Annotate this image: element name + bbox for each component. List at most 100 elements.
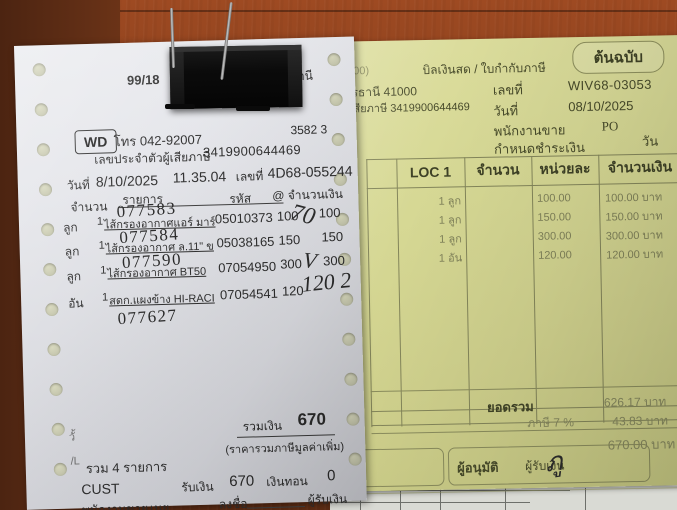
yellow-carbon-invoice: น (00000) ง จ.อุดรธานี 41000 จำตัวผู้เสี… [317,35,677,496]
receipt-item-unit: ลูก [66,269,82,284]
receipt-received-label: รับเงิน [181,479,214,495]
original-copy-badge: ต้นฉบับ [572,40,665,75]
receipt-docno-value: 4D68-055244 [267,162,353,181]
receipt-taxid-value: 3419900644469 [202,142,302,160]
invoice-date-label: วันที่ [493,103,519,119]
receipt-receiver-label: ผู้รับเงิน [307,491,348,507]
invoice-row-unitprice: 300.00 [537,229,572,243]
invoice-row-amount: 100.00 บาท [604,190,663,205]
receipt-item-unit: ลูก [64,244,80,259]
clip-right-fold [287,44,303,108]
receipt-item-count: รวม 4 รายการ [85,458,168,477]
receipt-header-partial-right-2: 3582 3 [290,122,328,138]
receipt-col-code: รหัส [229,191,252,207]
receipt-item-amount: 150 [321,228,344,245]
invoice-subtotal-value: 626.17 บาท [603,394,667,410]
invoice-approver-label: ผู้อนุมัติ [457,459,499,476]
receipt-total-value: 670 [297,409,327,430]
sprocket-hole [342,332,356,346]
receipt-item-amount: 100 [318,204,341,221]
sprocket-hole [329,92,343,107]
sprocket-hole [38,182,53,197]
sprocket-hole [346,412,360,426]
receipt-item-price: 150 [278,232,301,248]
receipt-ink-scrawl: 120 2 [300,267,353,297]
receipt-item-amount: 300 [322,252,346,269]
sprocket-hole [36,143,51,157]
invoice-row-qty: 1 ลูก [439,232,462,246]
invoice-row-amount: 300.00 บาท [605,228,664,243]
receipt-received-value: 670 [229,472,255,491]
invoice-salesman-value: PO [601,118,619,134]
receipt-margin-mark: /L [70,455,80,468]
sprocket-hole [43,262,57,277]
invoice-date-value: 08/10/2025 [568,98,634,115]
clip-foot-right [236,106,270,111]
receipt-change-label: เงินทอน [266,473,308,490]
invoice-row-unitprice: 150.00 [537,210,572,224]
invoice-docno-label: เลขที่ [492,82,523,98]
sprocket-hole [45,302,59,317]
receipt-item-code: 07054950 [218,258,277,276]
receipt-item-qty: 1 [100,264,107,277]
sprocket-hole [53,462,68,477]
invoice-terms-unit: วัน [641,133,659,149]
receipt-change-value: 0 [326,467,336,485]
invoice-col-qty: จำนวน [476,161,520,179]
receipt-col-qty: จำนวน [70,199,108,215]
invoice-row-qty: 1 ลูก [438,213,462,227]
receipt-total-label: รวมเงิน [242,418,283,434]
receipt-ink-scrawl: 70 [288,199,318,231]
receipt-date-label: วันที่ [66,177,90,193]
receipt-margin-mark: วั้ [68,431,76,444]
sprocket-hole [47,342,61,357]
receipt-item-price: 120 [281,283,304,299]
sprocket-hole [40,222,55,237]
invoice-row-qty: 1 ลูก [438,194,462,208]
invoice-row-unitprice: 100.00 [536,191,571,205]
sprocket-hole [340,292,354,306]
receipt-customer-label: CUST [81,480,120,498]
sprocket-hole [49,382,63,397]
invoice-row-unitprice: 120.00 [538,248,572,262]
receipt-time-value: 11.35.04 [172,168,227,186]
receipt-date-value: 8/10/2025 [95,172,159,190]
receipt-item-code: 05038165 [216,233,275,251]
receipt-handwritten-code: 077627 [117,305,179,329]
sprocket-hole [51,422,65,437]
clip-top-edge [169,44,302,53]
sprocket-hole [331,132,345,147]
clip-foot-left [165,104,195,109]
receipt-item-code: 05010373 [214,209,273,227]
receipt-sign-label: ลงชื่อ [218,496,248,510]
invoice-col-amount: จำนวนเงิน [607,158,673,176]
invoice-row-amount: 150.00 บาท [605,209,663,224]
receipt-taxid-label: เลขประจำตัวผู้เสียภาษี [94,149,211,167]
receipt-item-qty: 1 [96,215,104,228]
receipt-docno-label: เลขที่ [235,169,264,184]
clip-body [169,44,303,110]
sprocket-hole [34,103,48,117]
receipt-clerk-value: เนย [149,500,170,510]
invoice-row-qty: 1 อัน [438,251,463,265]
receipt-item-qty: 1 [101,291,109,304]
receipt-item-unit: อัน [68,296,84,311]
invoice-col-loc: LOC 1 [409,163,452,181]
receipt-item-unit: ลูก [62,220,78,235]
receipt-clerk-label: พนักงานขาย [81,501,149,510]
receipt-handwritten-code: 077590 [121,249,183,273]
sprocket-hole [32,63,46,77]
wood-plank-seam [0,10,677,12]
receipt-item-price: 300 [279,256,303,272]
invoice-col-unitprice: หน่วยละ [539,159,591,177]
invoice-doc-type: บิลเงินสด / ใบกำกับภาษี [422,60,546,78]
sprocket-hole [348,452,362,466]
receipt-item-code: 07054541 [219,285,279,303]
receipt-store-address: 99/18 [126,71,160,88]
sprocket-hole [327,52,341,67]
receipt-vat-note: (ราคารวมภาษีมูลค่าเพิ่ม) [225,440,345,457]
invoice-docno-value: WIV68-03053 [567,76,652,94]
sprocket-hole [344,372,358,386]
receipt-handwritten-code: 077584 [118,224,180,248]
